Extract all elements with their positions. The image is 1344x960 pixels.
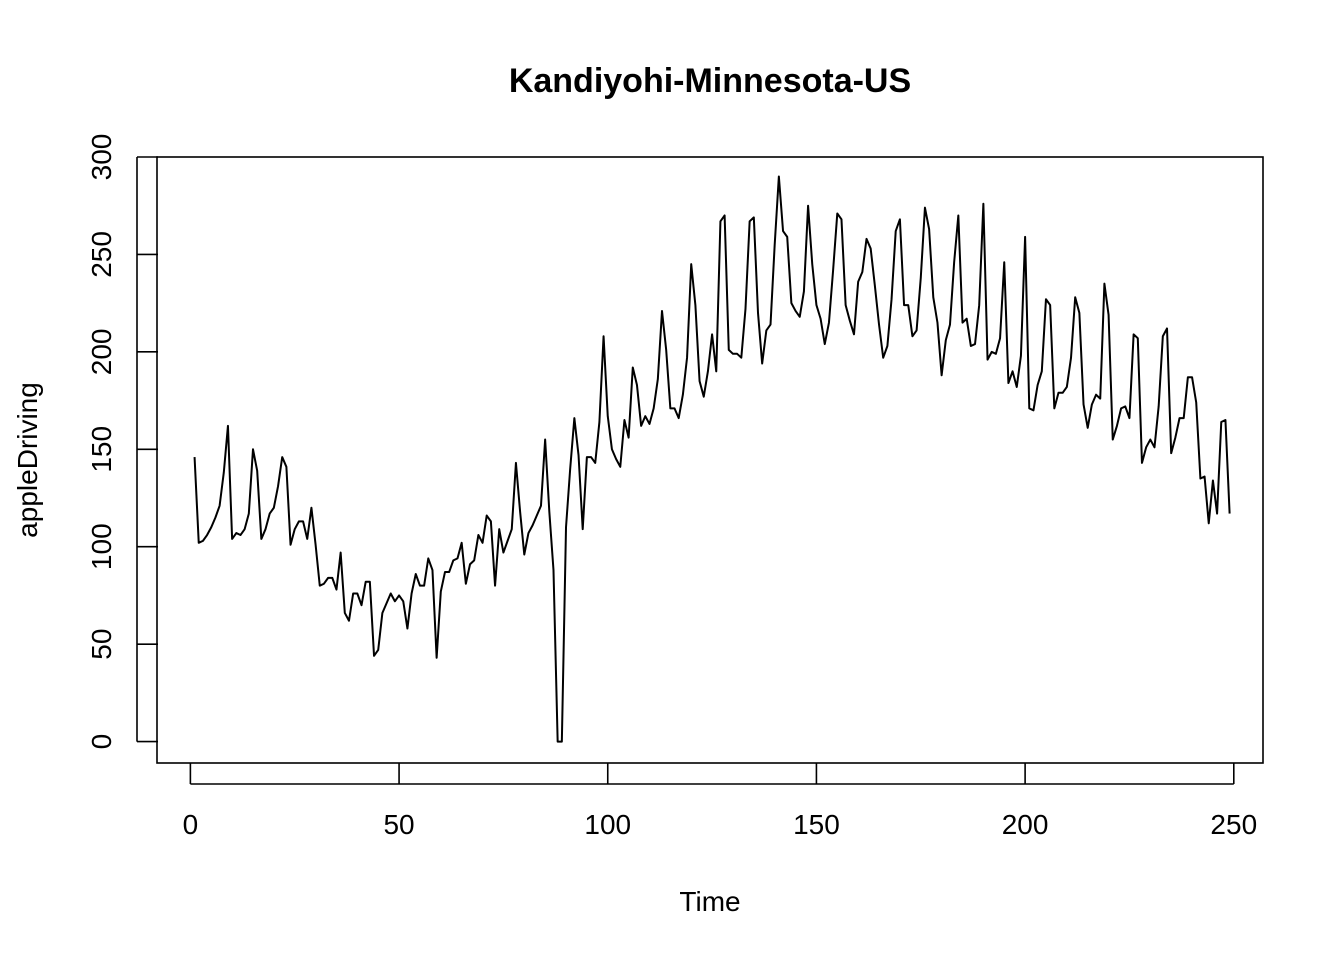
x-tick-label: 0 bbox=[183, 809, 199, 840]
y-tick-label: 0 bbox=[86, 734, 117, 750]
series-line bbox=[193, 175, 1231, 743]
plot-area bbox=[156, 156, 1264, 764]
y-tick-label: 150 bbox=[86, 426, 117, 473]
chart-title: Kandiyohi-Minnesota-US bbox=[509, 62, 911, 100]
x-tick-label: 50 bbox=[383, 809, 414, 840]
y-axis: 0 50 100 150 200 250 300 bbox=[86, 134, 158, 750]
y-tick-label: 50 bbox=[86, 629, 117, 660]
y-tick-label: 200 bbox=[86, 328, 117, 375]
x-tick-label: 250 bbox=[1210, 809, 1257, 840]
x-tick-label: 150 bbox=[793, 809, 840, 840]
y-tick-label: 100 bbox=[86, 523, 117, 570]
x-tick-label: 200 bbox=[1002, 809, 1049, 840]
x-axis-label: Time bbox=[679, 886, 740, 917]
y-tick-label: 250 bbox=[86, 231, 117, 278]
y-tick-label: 300 bbox=[86, 134, 117, 181]
y-axis-label: appleDriving bbox=[12, 382, 43, 538]
x-tick-label: 100 bbox=[584, 809, 631, 840]
x-axis: 0 50 100 150 200 250 bbox=[183, 763, 1257, 840]
